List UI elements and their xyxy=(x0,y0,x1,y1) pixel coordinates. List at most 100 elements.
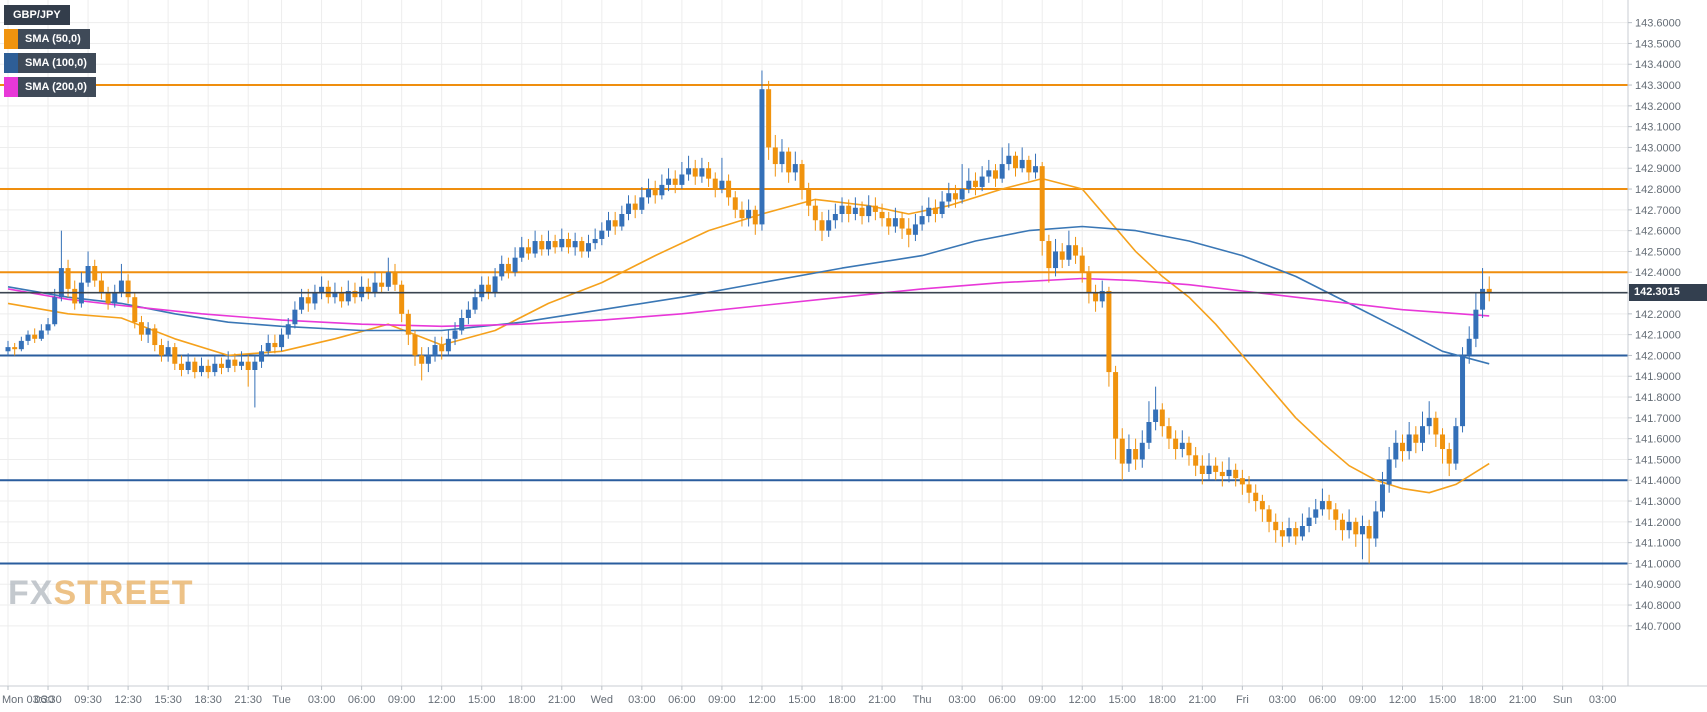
candle-body xyxy=(866,205,872,217)
legend-sma200-badge[interactable]: SMA (200,0) xyxy=(4,77,96,97)
y-axis-label: 141.8000 xyxy=(1635,392,1681,404)
candle-body xyxy=(1480,288,1486,310)
candle-body xyxy=(639,197,645,210)
candle-body xyxy=(465,309,471,318)
candle-body xyxy=(245,361,251,370)
candle-body xyxy=(812,205,818,221)
candle-body xyxy=(1246,484,1252,493)
candle-body xyxy=(1059,251,1065,260)
sma200-color-swatch xyxy=(4,77,18,97)
candle-body xyxy=(1026,159,1032,173)
candle-body xyxy=(1386,459,1392,485)
candle-body xyxy=(265,342,271,352)
candle-body xyxy=(859,207,865,217)
x-axis-label: Fri xyxy=(1236,694,1249,706)
candle-body xyxy=(1353,521,1359,535)
level-lines[interactable] xyxy=(0,84,1628,565)
candle-body xyxy=(1006,155,1012,165)
candle-body xyxy=(1133,449,1139,460)
y-axis-label: 141.0000 xyxy=(1635,558,1681,570)
y-axis-label: 143.6000 xyxy=(1635,18,1681,30)
legend-sma100-badge[interactable]: SMA (100,0) xyxy=(4,53,96,73)
y-axis-label: 140.7000 xyxy=(1635,621,1681,633)
candle-body xyxy=(1413,434,1419,443)
candle-body xyxy=(612,220,618,227)
legend-symbol-label: GBP/JPY xyxy=(13,9,61,21)
candle-body xyxy=(425,355,431,364)
candle-body xyxy=(1440,434,1446,450)
candle-body xyxy=(799,164,805,190)
candle-body xyxy=(305,297,311,304)
x-axis-label: 12:00 xyxy=(1068,694,1096,706)
x-axis-label: 21:00 xyxy=(548,694,576,706)
candle-body xyxy=(906,228,912,235)
candle-body xyxy=(552,241,558,248)
candle-body xyxy=(585,243,591,252)
candle-body xyxy=(332,293,338,298)
candle-body xyxy=(152,328,158,346)
candle-body xyxy=(1460,355,1466,427)
y-axis-label: 141.4000 xyxy=(1635,475,1681,487)
candle-body xyxy=(1306,517,1312,526)
candle-body xyxy=(505,263,511,273)
candle-body xyxy=(445,338,451,352)
candle-body xyxy=(138,322,144,335)
x-axis-label: 15:00 xyxy=(1429,694,1457,706)
candle-body xyxy=(98,280,104,294)
candle-body xyxy=(118,280,124,294)
candle-body xyxy=(966,180,972,190)
y-axis-label: 143.3000 xyxy=(1635,80,1681,92)
candle-body xyxy=(1093,293,1099,302)
candle-body xyxy=(786,151,792,173)
candle-body xyxy=(1139,442,1145,460)
x-axis-label: 18:00 xyxy=(1149,694,1177,706)
x-axis-label: 21:00 xyxy=(868,694,896,706)
candle-body xyxy=(926,207,932,217)
x-axis-label: 06:00 xyxy=(988,694,1016,706)
candle-body xyxy=(1039,166,1045,242)
candle-body xyxy=(819,220,825,231)
candle-body xyxy=(212,363,218,373)
candle-body xyxy=(58,268,64,298)
candle-body xyxy=(419,355,425,364)
y-axis-label: 142.1000 xyxy=(1635,330,1681,342)
y-axis[interactable]: 143.6000 143.5000 143.4000 143.3000 143.2000… xyxy=(1628,18,1681,633)
candle-body xyxy=(565,238,571,248)
candle-body xyxy=(886,218,892,227)
x-axis-label: 18:00 xyxy=(1469,694,1497,706)
candle-body xyxy=(65,268,71,289)
candle-body xyxy=(726,180,732,198)
candle-body xyxy=(759,89,765,225)
legend-symbol-badge[interactable]: GBP/JPY xyxy=(4,5,70,25)
candle-body xyxy=(352,290,358,298)
candle-body xyxy=(439,345,445,352)
x-axis-label: Thu xyxy=(913,694,932,706)
candle-body xyxy=(605,220,611,231)
candle-body xyxy=(839,205,845,214)
candle-body xyxy=(12,347,18,350)
candle-body xyxy=(1213,465,1219,472)
candle-body xyxy=(646,189,652,198)
candle-body xyxy=(405,313,411,335)
y-axis-label: 140.8000 xyxy=(1635,600,1681,612)
legend-sma50-badge[interactable]: SMA (50,0) xyxy=(4,29,90,49)
candle-body xyxy=(92,266,98,281)
fxstreet-watermark: FXSTREET xyxy=(8,574,194,613)
x-axis-label: Mon 03:30 xyxy=(2,694,54,706)
y-axis-label: 141.1000 xyxy=(1635,538,1681,550)
candle-body xyxy=(279,334,285,348)
candle-body xyxy=(1273,521,1279,531)
candle-body xyxy=(1293,528,1299,537)
candle-body xyxy=(626,203,632,214)
x-axis-label: 06:00 xyxy=(1309,694,1337,706)
x-axis-label: 06:00 xyxy=(348,694,376,706)
candle-body xyxy=(1433,417,1439,435)
candle-body xyxy=(45,324,51,331)
x-axis-label: 03:00 xyxy=(628,694,656,706)
candle-body xyxy=(806,189,812,206)
candles[interactable] xyxy=(5,70,1492,564)
candle-body xyxy=(999,164,1005,179)
